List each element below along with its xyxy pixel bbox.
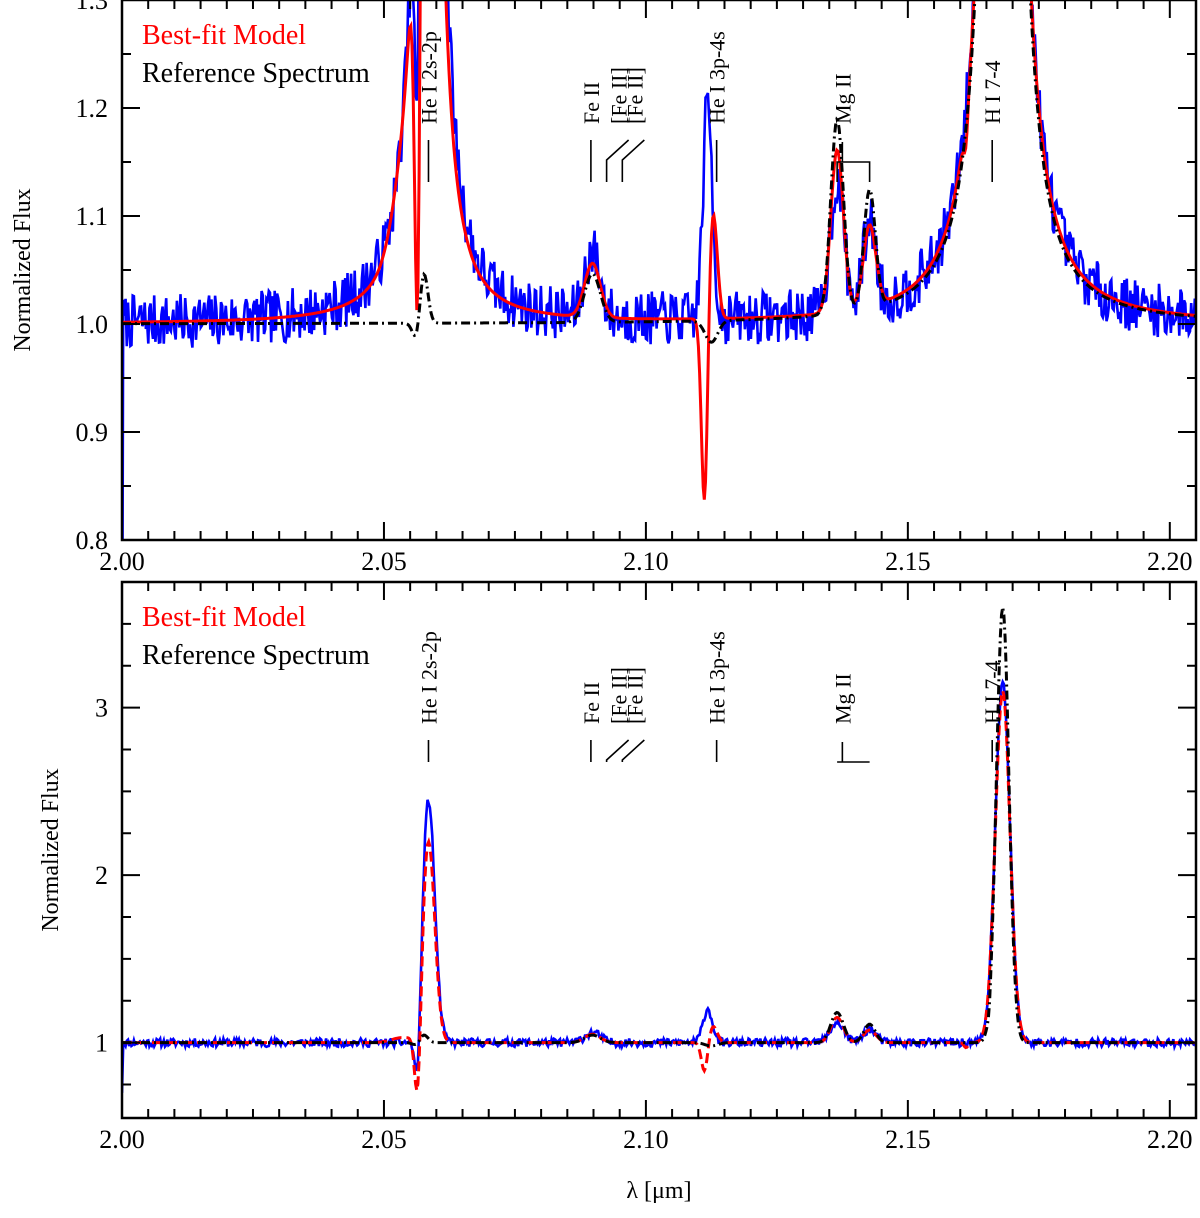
legend-entry: Reference Spectrum [142,58,370,89]
x-tick-label: 2.20 [1147,1125,1193,1154]
y-axis-title: Normalized Flux [38,768,64,931]
bottom-panel: 2.00 2.05 2.10 2.15 2.20 1 2 3 Normalized Flux λ … [38,580,1198,1204]
x-tick-label: 2.15 [885,1125,931,1154]
line-id-mg-ii-marker [836,142,871,182]
plot-frame [120,580,1198,1120]
y-tick-label: 3 [95,694,108,723]
x-tick-label: 2.05 [361,547,407,576]
line-id--fe-ii--marker [621,739,645,762]
x-tick-label: 2.10 [623,547,669,576]
line-id-h-i-7-4-label: H I 7-4 [980,60,1005,124]
y-tick-label: 0.9 [76,418,109,447]
y-axis-title: Normalized Flux [10,188,36,351]
line-identifications: He I 2s-2p Fe II [Fe II][Fe II] He I 3p-4s M… [416,631,1005,763]
line-id-mg-ii-label: Mg II [830,673,855,724]
legend-entry: Best-fit Model [142,602,306,633]
line-id-fe-ii-label: Fe II [579,82,604,124]
line-id--fe-ii--marker [605,139,630,182]
series-line-observed [122,678,1196,1093]
line-identifications: He I 2s-2p Fe II [Fe II][Fe II] He I 3p-4s M… [416,31,1005,182]
line-id--fe-ii--label: [Fe II] [607,667,632,724]
line-id--fe-ii--marker [621,139,645,182]
series-line-observed [122,0,1196,540]
legend: Best-fit Model Reference Spectrum [142,602,370,671]
y-tick-label: 1.1 [76,202,109,231]
x-tick-label: 2.00 [99,547,145,576]
x-tick-label: 2.10 [623,1125,669,1154]
legend-entry: Best-fit Model [142,20,306,51]
series-line-reference-spectrum [122,0,1196,344]
x-axis-title: λ [μm] [626,1178,691,1204]
y-tick-label: 2 [95,861,108,890]
x-tick-label: 2.20 [1147,547,1193,576]
series-line-best-fit-model [122,0,1196,500]
line-id--fe-ii--label: [Fe II] [607,67,632,124]
line-id-he-i-3p-4s-label: He I 3p-4s [705,31,730,124]
y-tick-label: 1.0 [76,310,109,339]
line-id-mg-ii-marker [837,742,870,763]
legend-entry: Reference Spectrum [142,640,370,671]
x-tick-label: 2.05 [361,1125,407,1154]
y-tick-label: 1.2 [76,94,109,123]
line-id--fe-ii--marker [605,739,630,762]
y-tick-label: 1 [95,1029,108,1058]
series-line-reference-spectrum [122,606,1196,1048]
line-id--fe-ii--label: [Fe II] [622,667,647,724]
y-tick-label: 1.3 [76,0,109,15]
line-id-fe-ii-label: Fe II [579,682,604,724]
line-id-h-i-7-4-label: H I 7-4 [980,660,1005,724]
line-id--fe-ii--label: [Fe II] [622,67,647,124]
x-tick-label: 2.15 [885,547,931,576]
line-id-he-i-2s-2p-label: He I 2s-2p [416,31,441,124]
line-id-he-i-2s-2p-label: He I 2s-2p [416,631,441,724]
series-line-best-fit-model [122,684,1196,1091]
legend: Best-fit Model Reference Spectrum [142,20,370,89]
plot-area [122,0,1196,540]
plot-area [122,606,1196,1093]
line-id-mg-ii-label: Mg II [830,73,855,124]
top-panel: 2.00 2.05 2.10 2.15 2.20 0.8 0.9 1.0 1.1 1.2 1.3 No… [10,0,1198,576]
line-id-he-i-3p-4s-label: He I 3p-4s [705,631,730,724]
y-tick-label: 0.8 [76,526,109,555]
x-tick-label: 2.00 [99,1125,145,1154]
